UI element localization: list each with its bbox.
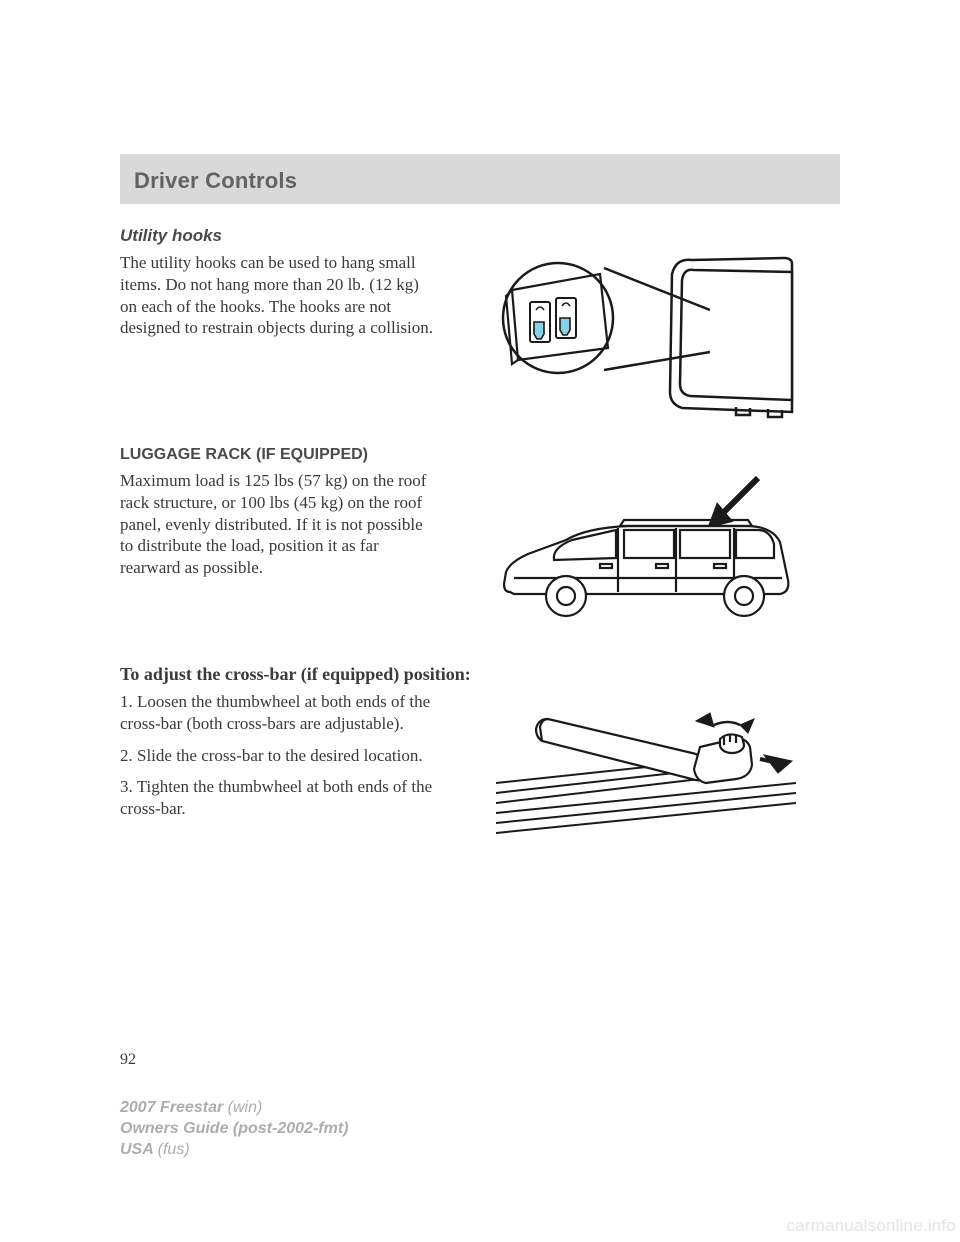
section-title-utility-hooks: Utility hooks [120, 226, 840, 246]
crossbar-icon [496, 691, 796, 841]
page-header: Driver Controls [120, 154, 840, 204]
section-body-utility-hooks: The utility hooks can be used to hang sm… [120, 252, 436, 422]
footer-region-code: (fus) [158, 1141, 190, 1158]
section-title-luggage-rack: LUGGAGE RACK (IF EQUIPPED) [120, 446, 840, 464]
crossbar-step3: 3. Tighten the thumbwheel at both ends o… [120, 776, 436, 820]
utility-hooks-paragraph: The utility hooks can be used to hang sm… [120, 252, 436, 339]
section-body-crossbar: 1. Loosen the thumbwheel at both ends of… [120, 691, 436, 841]
figure-utility-hooks [452, 252, 840, 422]
utility-hooks-icon [496, 252, 796, 422]
figure-crossbar [452, 691, 840, 841]
luggage-rack-paragraph: Maximum load is 125 lbs (57 kg) on the r… [120, 470, 436, 579]
footer-guide: Owners Guide (post-2002-fmt) [120, 1120, 348, 1137]
minivan-icon [496, 470, 796, 640]
footer-model: 2007 Freestar [120, 1099, 228, 1116]
crossbar-step1: 1. Loosen the thumbwheel at both ends of… [120, 691, 436, 735]
footer-model-code: (win) [228, 1099, 263, 1116]
footer-region: USA [120, 1141, 158, 1158]
page-number: 92 [120, 1051, 840, 1069]
section-body-luggage-rack: Maximum load is 125 lbs (57 kg) on the r… [120, 470, 436, 640]
watermark: carmanualsonline.info [786, 1216, 956, 1236]
page-header-title: Driver Controls [134, 168, 826, 194]
footer: 2007 Freestar (win) Owners Guide (post-2… [120, 1097, 348, 1160]
section-title-crossbar: To adjust the cross-bar (if equipped) po… [120, 664, 840, 685]
figure-luggage-rack [452, 470, 840, 640]
crossbar-step2: 2. Slide the cross-bar to the desired lo… [120, 745, 436, 767]
